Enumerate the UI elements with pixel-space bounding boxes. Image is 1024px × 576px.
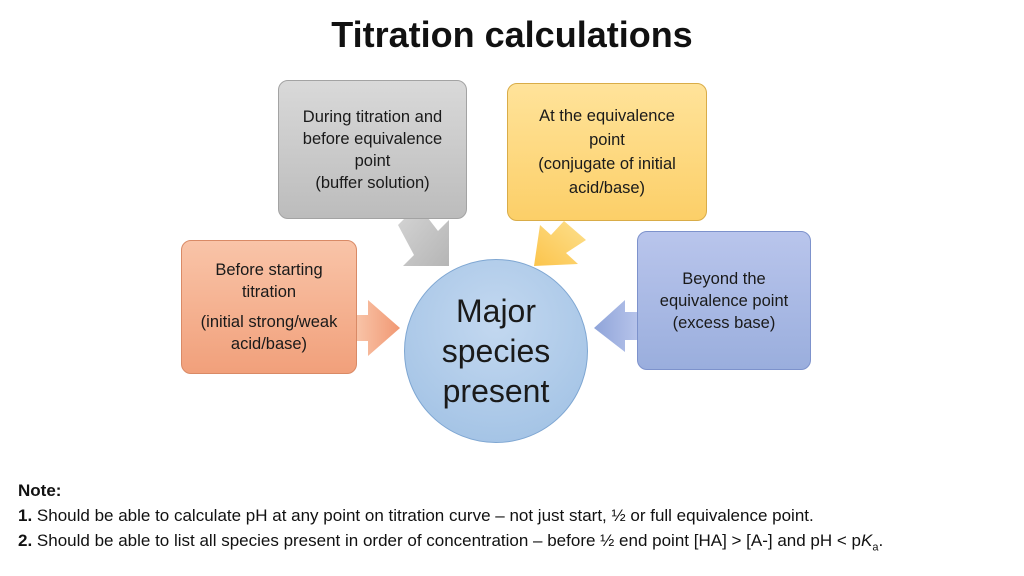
box-equiv-line-4: acid/base) [568, 179, 646, 197]
box-during-line-4: (buffer solution) [315, 173, 430, 192]
arrow-before [357, 300, 400, 356]
box-during-line-2: before equivalence [302, 129, 443, 148]
box-beyond-line-1: Beyond the [682, 269, 766, 288]
box-before-line-4: acid/base) [230, 335, 308, 353]
note-heading: Note: [18, 481, 62, 500]
note-item-2-number: 2. [18, 531, 33, 550]
note-item-2-end: . [878, 531, 884, 550]
note-item-2-italic: K [860, 531, 873, 550]
box-before-line-1: Before starting [215, 261, 323, 279]
note-item-1-number: 1. [18, 506, 33, 525]
box-equivalence-point: At the equivalence point (conjugate of i… [507, 83, 707, 221]
center-line-2: species [441, 333, 551, 369]
box-beyond-equivalence: Beyond the equivalence point (excess bas… [637, 231, 811, 370]
note-section: Note: 1. Should be able to calculate pH … [18, 478, 1018, 560]
note-item-2-text: Should be able to list all species prese… [36, 531, 861, 550]
box-during-line-3: point [354, 151, 391, 170]
box-equiv-line-1: At the equivalence [539, 107, 675, 125]
note-item-1: 1. Should be able to calculate pH at any… [18, 503, 1018, 528]
box-during-titration: During titration and before equivalence … [278, 80, 467, 219]
box-equiv-line-2: point [589, 131, 625, 149]
box-during-line-1: During titration and [302, 107, 443, 126]
arrow-beyond [594, 300, 637, 352]
box-before-line-2: titration [241, 283, 297, 301]
box-beyond-line-2: equivalence point [659, 291, 789, 310]
center-line-1: Major [455, 293, 536, 329]
arrow-equivalence [534, 221, 586, 266]
center-circle: Major species present [404, 259, 588, 443]
arrow-during [398, 205, 449, 266]
box-before-line-3: (initial strong/weak [200, 313, 338, 331]
center-line-3: present [442, 373, 550, 409]
box-beyond-line-3: (excess base) [672, 313, 776, 332]
note-item-2: 2. Should be able to list all species pr… [18, 528, 1018, 560]
page-title: Titration calculations [331, 14, 693, 55]
box-equiv-line-3: (conjugate of initial [538, 155, 676, 173]
note-item-1-text: Should be able to calculate pH at any po… [36, 506, 814, 525]
note-item-2-subscript: a [872, 541, 879, 554]
box-before-starting: Before starting titration (initial stron… [181, 240, 357, 374]
